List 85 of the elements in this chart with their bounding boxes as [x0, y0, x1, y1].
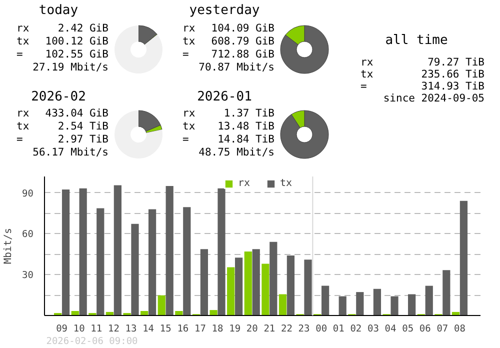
x-tick-label: 09 [56, 324, 68, 334]
bar [356, 292, 364, 316]
bar [304, 260, 312, 316]
text: tx 235.66 TiB [360, 68, 485, 80]
bar [338, 296, 346, 316]
x-tick-label: 19 [229, 324, 241, 334]
bar [425, 286, 433, 316]
bar [114, 185, 122, 316]
bar [148, 209, 156, 316]
x-tick-label: 23 [298, 324, 310, 334]
bar [183, 207, 191, 316]
text: = 14.84 TiB [182, 134, 275, 146]
chart-title: today [38, 3, 78, 18]
x-tick-label: 11 [90, 324, 102, 334]
x-tick-label: 14 [142, 324, 154, 334]
x-tick-label: 05 [402, 324, 414, 334]
bar [460, 200, 468, 316]
y-tick-label: 90 [22, 188, 34, 200]
bar [442, 270, 450, 316]
bar [278, 294, 287, 316]
x-tick-label: 10 [73, 324, 86, 334]
bar [166, 186, 174, 316]
text: 48.75 Mbit/s [198, 146, 274, 158]
x-tick-label: 21 [264, 324, 276, 334]
x-tick-label: 03 [368, 324, 379, 334]
text: tx 13.48 TiB [182, 120, 275, 132]
bar [158, 295, 166, 316]
x-tick-label: 22 [281, 324, 292, 334]
text: 27.19 Mbit/s [32, 62, 108, 74]
x-tick-label: 02 [350, 324, 362, 334]
text: rx 1.37 TiB [182, 108, 275, 120]
text: since 2024-09-05 [383, 92, 485, 104]
text: tx 608.79 GiB [182, 36, 275, 48]
bar [79, 188, 87, 316]
x-tick-label: 15 [160, 324, 172, 334]
x-tick-label: 12 [108, 324, 120, 334]
bar [270, 242, 278, 316]
bar [234, 258, 243, 316]
x-tick-label: 08 [454, 324, 466, 334]
x-tick-label: 00 [316, 324, 328, 334]
bar [408, 294, 416, 316]
bar [96, 208, 104, 316]
text: rx 104.09 GiB [182, 22, 275, 34]
bar [200, 249, 208, 316]
text: = 314.93 TiB [360, 80, 485, 92]
x-tick-label: 04 [384, 324, 397, 334]
chart-title: 2026-01 [197, 90, 252, 104]
y-axis-title: Mbit/s [3, 228, 14, 264]
x-tick-label: 18 [212, 324, 224, 334]
bar [62, 189, 70, 316]
chart-title: yesterday [189, 3, 260, 18]
x-tick-label: 16 [177, 324, 189, 334]
text: 70.87 Mbit/s [198, 62, 274, 74]
legend-label: rx [238, 178, 252, 189]
y-tick-label: 30 [22, 270, 34, 282]
bar [322, 286, 330, 316]
bar [286, 256, 295, 316]
text: 56.17 Mbit/s [32, 146, 108, 158]
x-tick-label: 06 [419, 324, 432, 334]
text: rx 2.42 GiB [16, 22, 109, 34]
text: = 2.97 TiB [16, 134, 109, 146]
bar [244, 251, 252, 316]
bar [210, 310, 218, 316]
legend-label: tx [280, 178, 294, 189]
text: rx 433.04 GiB [16, 108, 109, 120]
text: = 102.55 GiB [16, 48, 109, 60]
x-tick-label: 20 [246, 324, 258, 334]
x-tick-label: 13 [125, 324, 137, 334]
chart-title: 2026-02 [31, 90, 86, 104]
text: rx 79.27 TiB [360, 56, 485, 68]
bar [262, 264, 270, 316]
bar [131, 224, 139, 316]
x-tick-label: 17 [194, 324, 206, 334]
bar [252, 249, 260, 316]
bar [373, 288, 382, 316]
bar [390, 296, 398, 316]
text: all time [385, 33, 448, 48]
text: = 712.88 GiB [182, 48, 275, 60]
text: tx 100.12 GiB [16, 36, 109, 48]
bar [227, 267, 235, 316]
y-tick-label: 60 [22, 229, 34, 240]
text: tx 2.54 TiB [16, 120, 109, 132]
bar [218, 188, 226, 316]
x-tick-label: 07 [436, 324, 448, 334]
x-tick-label: 01 [332, 324, 345, 334]
